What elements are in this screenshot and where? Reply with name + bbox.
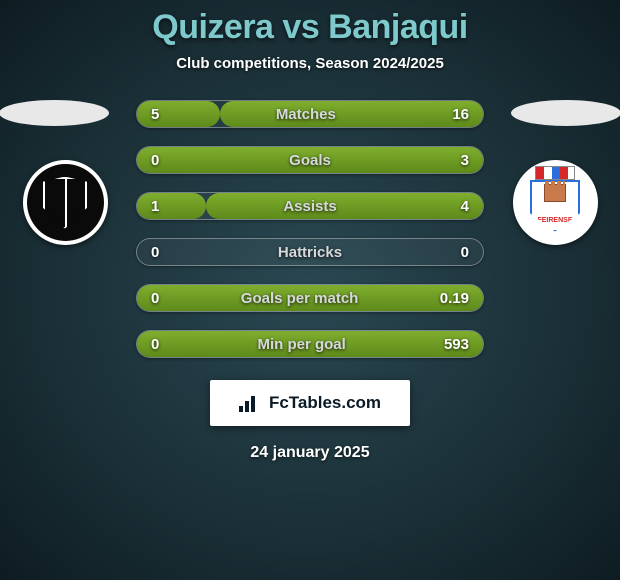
stat-label: Assists: [283, 198, 336, 215]
stat-left-value: 0: [151, 336, 159, 353]
stat-right-value: 0: [461, 244, 469, 261]
right-oval-decor: [511, 100, 620, 126]
page-subtitle: Club competitions, Season 2024/2025: [176, 55, 444, 72]
stat-fill-right: [206, 193, 483, 219]
stat-row: 0 Min per goal 593: [136, 330, 484, 358]
stat-left-value: 0: [151, 152, 159, 169]
stat-right-value: 3: [461, 152, 469, 169]
stat-right-value: 4: [461, 198, 469, 215]
stat-fill-left: [137, 193, 206, 219]
stat-right-value: 593: [444, 336, 469, 353]
stat-left-value: 0: [151, 290, 159, 307]
right-team-column: FEIRENSE: [490, 100, 620, 245]
page-title: Quizera vs Banjaqui: [152, 8, 468, 47]
stat-fill-left: [137, 101, 220, 127]
main-row: 5 Matches 16 0 Goals 3 1 Assists 4 0 Hattricks 0 0 Go…: [0, 100, 620, 358]
right-team-badge: FEIRENSE: [513, 160, 598, 245]
stat-label: Goals: [289, 152, 331, 169]
stat-right-value: 16: [452, 106, 469, 123]
snapshot-date: 24 january 2025: [250, 444, 369, 462]
stat-left-value: 1: [151, 198, 159, 215]
brand-logo-icon: [239, 394, 263, 412]
stats-list: 5 Matches 16 0 Goals 3 1 Assists 4 0 Hattricks 0 0 Go…: [130, 100, 490, 358]
brand-text: FcTables.com: [269, 393, 381, 413]
stat-right-value: 0.19: [440, 290, 469, 307]
stat-label: Hattricks: [278, 244, 342, 261]
comparison-card: Quizera vs Banjaqui Club competitions, S…: [0, 0, 620, 462]
left-oval-decor: [0, 100, 109, 126]
stat-row: 0 Goals 3: [136, 146, 484, 174]
crest-castle-icon: [544, 184, 566, 202]
stat-left-value: 0: [151, 244, 159, 261]
stat-row: 5 Matches 16: [136, 100, 484, 128]
stat-label: Goals per match: [241, 290, 359, 307]
stat-label: Min per goal: [257, 336, 345, 353]
crest-flag-icon: [535, 166, 575, 180]
stat-row: 0 Goals per match 0.19: [136, 284, 484, 312]
stat-row: 0 Hattricks 0: [136, 238, 484, 266]
left-team-badge: [23, 160, 108, 245]
stat-label: Matches: [276, 106, 336, 123]
brand-badge[interactable]: FcTables.com: [210, 380, 410, 426]
left-team-column: [0, 100, 130, 245]
stat-row: 1 Assists 4: [136, 192, 484, 220]
left-team-crest-icon: [43, 177, 87, 229]
stat-fill-right: [220, 101, 483, 127]
right-team-crest-icon: FEIRENSE: [528, 172, 582, 234]
stat-left-value: 5: [151, 106, 159, 123]
